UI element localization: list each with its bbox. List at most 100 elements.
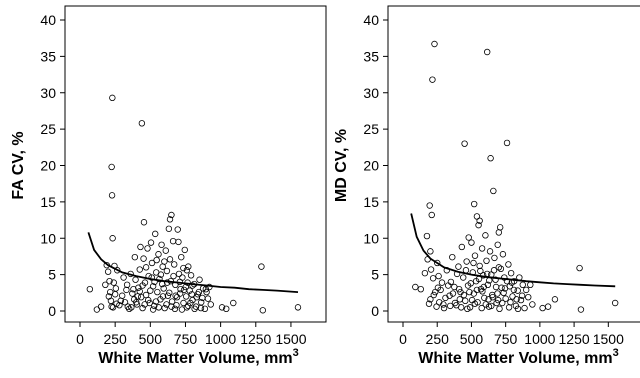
fit-curve (87, 232, 299, 293)
data-point (487, 155, 494, 162)
data-point (412, 283, 419, 291)
data-point (490, 267, 498, 274)
data-point (494, 290, 501, 297)
data-point (223, 305, 230, 313)
y-tick-label: 40 (40, 12, 56, 28)
data-point (207, 301, 214, 308)
data-point (189, 282, 196, 289)
data-point (514, 305, 522, 313)
data-point (539, 304, 546, 312)
data-point (431, 40, 438, 48)
data-point (505, 261, 512, 268)
data-point (483, 257, 490, 265)
data-point (551, 296, 559, 303)
x-tick-label: 500 (460, 331, 484, 347)
data-point (180, 264, 187, 272)
data-point (165, 225, 173, 232)
data-point (141, 301, 148, 308)
data-point (430, 291, 437, 299)
data-point (501, 285, 509, 292)
data-point (166, 289, 173, 297)
data-point (468, 296, 476, 304)
data-point (522, 286, 530, 294)
data-point (447, 302, 454, 310)
data-point (139, 282, 146, 289)
data-point (181, 246, 188, 254)
data-point (204, 295, 212, 302)
data-point (166, 256, 174, 263)
data-point (86, 285, 94, 293)
scatter-panel-2: 0 5 10 15 20 25 30 35 40 0 250 500 750 1000 1250 1500Wh… (333, 5, 640, 367)
x-axis-title: White Matter Volume, mm3 (418, 347, 619, 367)
data-point (492, 276, 499, 283)
x-tick-label: 1500 (593, 331, 624, 347)
data-point (124, 303, 132, 310)
data-point (514, 287, 521, 294)
data-point (481, 294, 488, 302)
data-point (93, 306, 101, 313)
data-point (433, 303, 440, 310)
data-point (519, 281, 526, 289)
data-point (230, 299, 237, 307)
data-point (142, 264, 150, 271)
data-point (499, 251, 507, 258)
data-point (478, 245, 486, 252)
data-point (509, 293, 516, 300)
data-point (156, 275, 163, 283)
data-point (473, 286, 481, 294)
data-point (218, 304, 226, 311)
y-tick-label: 20 (363, 158, 379, 174)
data-point (121, 299, 129, 306)
data-point (258, 263, 265, 270)
data-point (148, 259, 156, 267)
data-point (157, 271, 165, 278)
data-point (120, 274, 127, 281)
data-point (114, 267, 121, 274)
data-point (438, 279, 446, 286)
data-point (170, 272, 177, 280)
y-tick-label: 10 (363, 230, 379, 246)
data-point (529, 301, 536, 308)
data-point (423, 232, 431, 240)
data-point (427, 248, 434, 255)
data-point (544, 303, 552, 310)
data-point (611, 299, 619, 307)
data-point (464, 305, 471, 313)
data-point (144, 245, 151, 252)
data-point (195, 288, 203, 296)
data-point (130, 285, 137, 293)
data-point (180, 299, 187, 307)
fit-curve (410, 213, 616, 288)
data-point (449, 290, 457, 297)
data-point (517, 296, 525, 304)
x-tick-label: 750 (174, 331, 198, 347)
data-point (478, 304, 485, 312)
data-point (482, 232, 489, 239)
data-point (178, 253, 185, 261)
data-point (196, 276, 203, 283)
data-point (455, 285, 463, 293)
data-point (187, 299, 194, 307)
y-tick-label: 30 (40, 85, 56, 101)
y-tick-label: 30 (363, 85, 379, 101)
data-point (427, 296, 434, 303)
data-point (476, 217, 483, 224)
data-point (435, 272, 442, 280)
data-point (510, 286, 518, 294)
data-point (158, 241, 165, 248)
data-point (128, 304, 135, 311)
data-point (429, 76, 436, 83)
data-point (505, 304, 513, 311)
data-point (160, 285, 167, 292)
data-point (113, 300, 120, 307)
data-point (507, 269, 515, 277)
y-tick-label: 0 (371, 303, 379, 319)
y-tick-label: 40 (363, 12, 379, 28)
data-point (201, 305, 209, 313)
y-tick-label: 15 (40, 194, 56, 210)
data-point (168, 298, 176, 305)
data-point (513, 296, 520, 303)
data-point (496, 305, 503, 313)
data-point (197, 304, 205, 312)
data-point (483, 48, 491, 56)
